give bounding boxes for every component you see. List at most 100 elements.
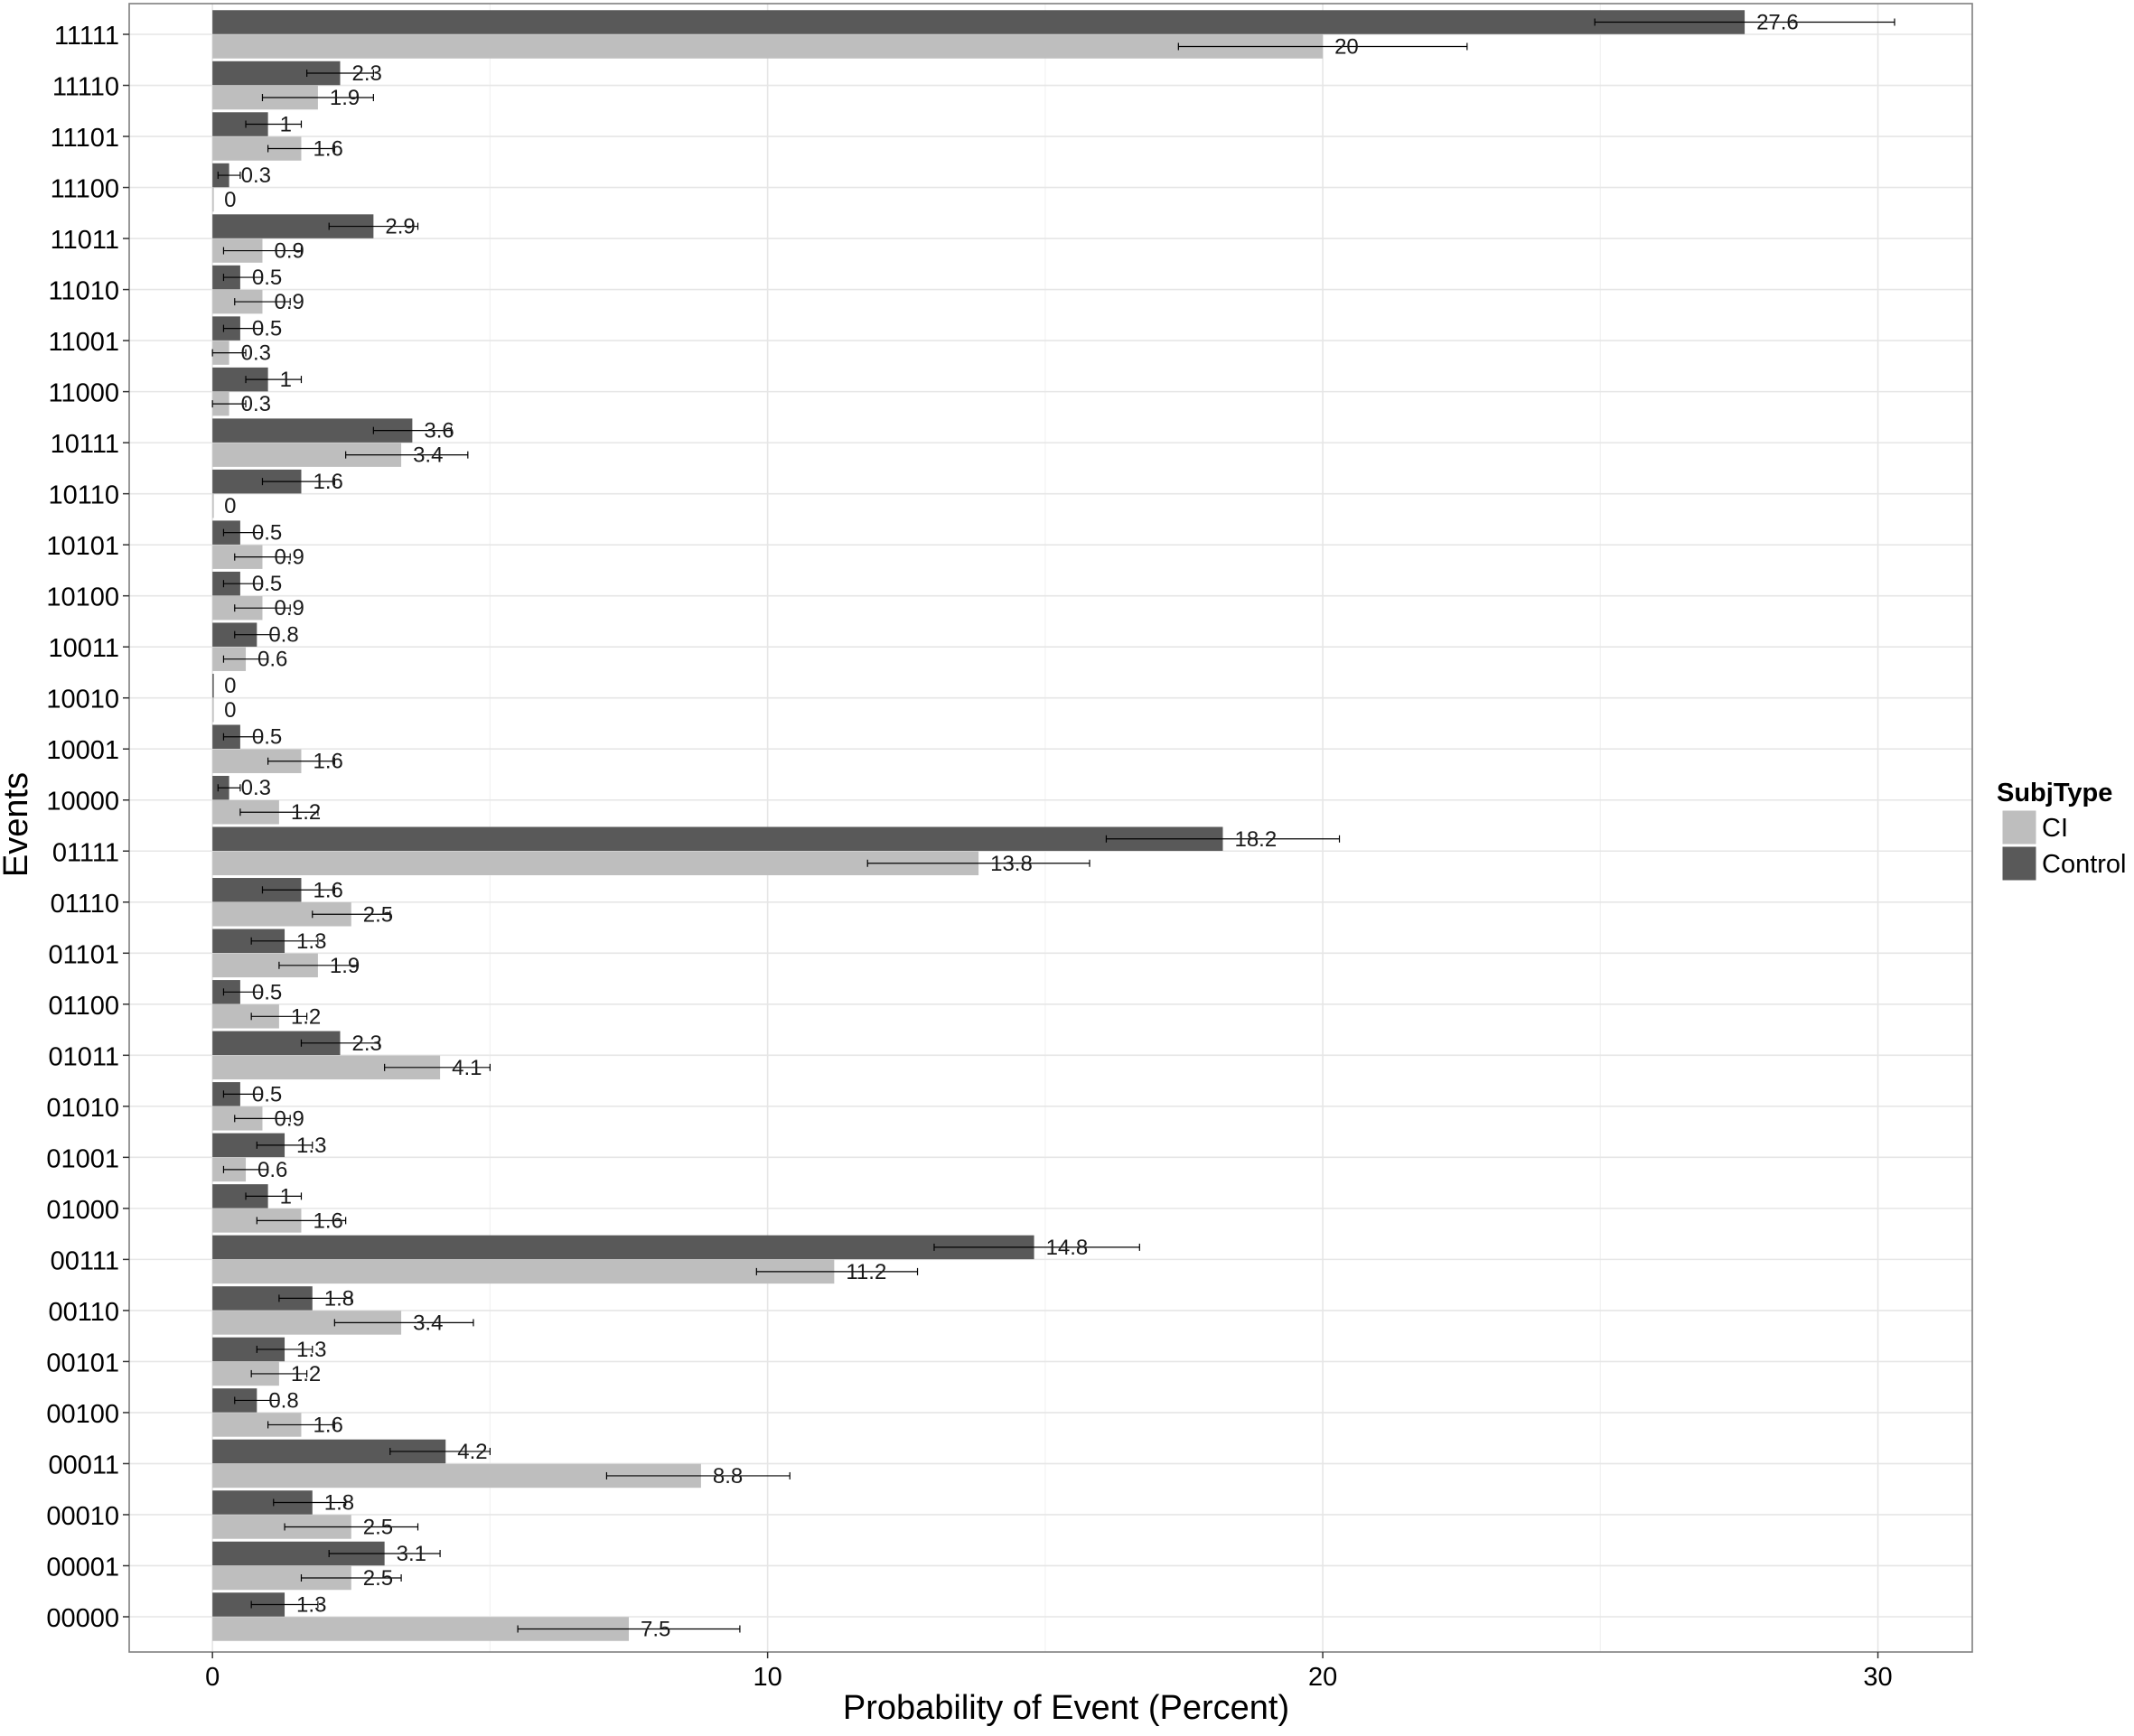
data-label-control-00101: 1.3 bbox=[296, 1338, 326, 1362]
y-tick-label: 10101 bbox=[46, 532, 119, 561]
data-label-ci-11010: 0.9 bbox=[274, 290, 304, 314]
data-label-control-00001: 3.1 bbox=[397, 1542, 426, 1566]
y-tick-label: 00000 bbox=[46, 1604, 119, 1633]
y-tick-label: 00100 bbox=[46, 1400, 119, 1429]
legend-label-ci: CI bbox=[2042, 814, 2068, 843]
data-label-control-11111: 27.6 bbox=[1756, 11, 1799, 35]
x-axis-title: Probability of Event (Percent) bbox=[843, 1689, 1289, 1727]
data-label-ci-10010: 0 bbox=[224, 698, 236, 723]
error-bars bbox=[211, 18, 1895, 1633]
bar-control-01111 bbox=[212, 826, 1223, 852]
plot-border bbox=[128, 3, 1973, 1653]
x-tick-label: 20 bbox=[1308, 1663, 1337, 1692]
data-label-ci-01100: 1.2 bbox=[291, 1004, 321, 1029]
bar-ci-10010 bbox=[212, 697, 214, 723]
y-tick-label: 11001 bbox=[49, 328, 120, 357]
data-label-ci-10001: 1.6 bbox=[313, 750, 342, 774]
data-label-ci-00111: 11.2 bbox=[846, 1260, 886, 1284]
grid bbox=[129, 4, 1972, 1652]
y-tick-label: 10000 bbox=[46, 788, 119, 817]
data-label-control-01010: 0.5 bbox=[252, 1082, 282, 1106]
data-label-control-01110: 1.6 bbox=[313, 878, 342, 902]
bar-ci-11100 bbox=[212, 187, 214, 212]
y-tick-label: 11011 bbox=[51, 226, 119, 255]
data-label-ci-00101: 1.2 bbox=[291, 1362, 321, 1386]
data-label-control-00111: 14.8 bbox=[1046, 1236, 1089, 1260]
data-label-ci-01110: 2.5 bbox=[363, 902, 393, 927]
y-axis-title: Events bbox=[0, 772, 35, 877]
legend-label-control: Control bbox=[2042, 850, 2127, 879]
bar-control-11111 bbox=[212, 10, 1746, 34]
bar-ci-01111 bbox=[212, 851, 979, 876]
data-label-control-10010: 0 bbox=[224, 674, 236, 698]
y-tick-label: 01111 bbox=[52, 838, 119, 867]
data-label-ci-00011: 8.8 bbox=[713, 1464, 743, 1489]
bar-control-00111 bbox=[212, 1235, 1034, 1260]
legend-key-control bbox=[2001, 845, 2037, 882]
data-label-control-00011: 4.2 bbox=[457, 1440, 487, 1464]
y-tick-label: 01100 bbox=[49, 992, 120, 1021]
legend-title: SubjType bbox=[1997, 779, 2112, 807]
y-tick-label: 01001 bbox=[46, 1144, 119, 1173]
y-tick-label: 00001 bbox=[46, 1553, 119, 1582]
y-tick-label: 11100 bbox=[51, 175, 119, 204]
data-label-ci-01011: 4.1 bbox=[452, 1056, 482, 1080]
data-label-ci-01111: 13.8 bbox=[990, 852, 1033, 876]
data-label-control-10110: 1.6 bbox=[313, 470, 342, 494]
data-label-control-10001: 0.5 bbox=[252, 725, 282, 750]
y-tick-label: 01101 bbox=[49, 940, 120, 969]
bar-ci-10110 bbox=[212, 493, 214, 518]
x-tick-label: 0 bbox=[205, 1663, 220, 1692]
data-label-control-11010: 0.5 bbox=[252, 266, 282, 290]
data-label-ci-10011: 0.6 bbox=[257, 648, 287, 672]
y-tick-label: 10011 bbox=[49, 634, 120, 663]
data-label-control-01011: 2.3 bbox=[351, 1031, 381, 1056]
legend: SubjType CI Control bbox=[1997, 779, 2127, 882]
y-tick-label: 10001 bbox=[46, 736, 119, 765]
y-tick-label: 00010 bbox=[46, 1502, 119, 1531]
data-label-ci-00001: 2.5 bbox=[363, 1566, 393, 1591]
data-label-ci-01010: 0.9 bbox=[274, 1106, 304, 1131]
data-label-ci-11111: 20 bbox=[1334, 35, 1359, 60]
data-labels: 27.6 2.3 1 0.3 2.9 0.5 0.5 1 3.6 1.6 0.5 0.5 0.8 0 0.5… bbox=[224, 11, 1799, 1642]
legend-key-ci bbox=[2001, 809, 2037, 845]
data-label-ci-10101: 0.9 bbox=[274, 546, 304, 570]
y-tick-label: 11000 bbox=[49, 379, 120, 408]
data-label-control-10000: 0.3 bbox=[241, 776, 271, 800]
bar-ci-00111 bbox=[212, 1259, 835, 1284]
data-label-ci-11110: 1.9 bbox=[330, 86, 360, 110]
data-label-ci-00010: 2.5 bbox=[363, 1515, 393, 1539]
y-tick-label: 00110 bbox=[49, 1298, 120, 1327]
data-label-control-11001: 0.5 bbox=[252, 317, 282, 341]
data-label-control-10101: 0.5 bbox=[252, 521, 282, 546]
y-tick-label: 10010 bbox=[46, 686, 119, 714]
y-tick-label: 10111 bbox=[51, 430, 119, 459]
x-tick-label: 10 bbox=[753, 1663, 782, 1692]
data-label-control-00110: 1.8 bbox=[324, 1286, 354, 1311]
data-label-ci-10111: 3.4 bbox=[413, 443, 443, 468]
y-tick-label: 11101 bbox=[51, 124, 119, 153]
y-tick-label: 01010 bbox=[46, 1094, 119, 1123]
data-label-control-00100: 0.8 bbox=[268, 1388, 298, 1413]
data-label-ci-00110: 3.4 bbox=[413, 1311, 443, 1335]
data-label-control-01111: 18.2 bbox=[1234, 827, 1277, 852]
data-label-ci-11011: 0.9 bbox=[274, 239, 304, 264]
y-tick-label: 11111 bbox=[54, 22, 119, 51]
axes: 1111111110111011110011011110101100111000… bbox=[46, 3, 1973, 1692]
data-label-ci-11101: 1.6 bbox=[313, 137, 342, 162]
data-label-control-11000: 1 bbox=[280, 368, 292, 392]
data-label-control-11110: 2.3 bbox=[351, 61, 381, 86]
data-label-ci-01001: 0.6 bbox=[257, 1158, 287, 1182]
data-label-control-11011: 2.9 bbox=[385, 215, 415, 239]
data-label-ci-10110: 0 bbox=[224, 494, 236, 518]
data-label-ci-00000: 7.5 bbox=[641, 1618, 670, 1642]
data-label-control-00000: 1.3 bbox=[296, 1593, 326, 1618]
y-tick-label: 00101 bbox=[46, 1349, 119, 1377]
data-label-ci-11000: 0.3 bbox=[241, 392, 271, 416]
data-label-ci-00100: 1.6 bbox=[313, 1413, 342, 1437]
data-label-ci-01101: 1.9 bbox=[330, 954, 360, 978]
y-tick-label: 01110 bbox=[51, 890, 119, 919]
y-tick-label: 10110 bbox=[49, 481, 120, 510]
